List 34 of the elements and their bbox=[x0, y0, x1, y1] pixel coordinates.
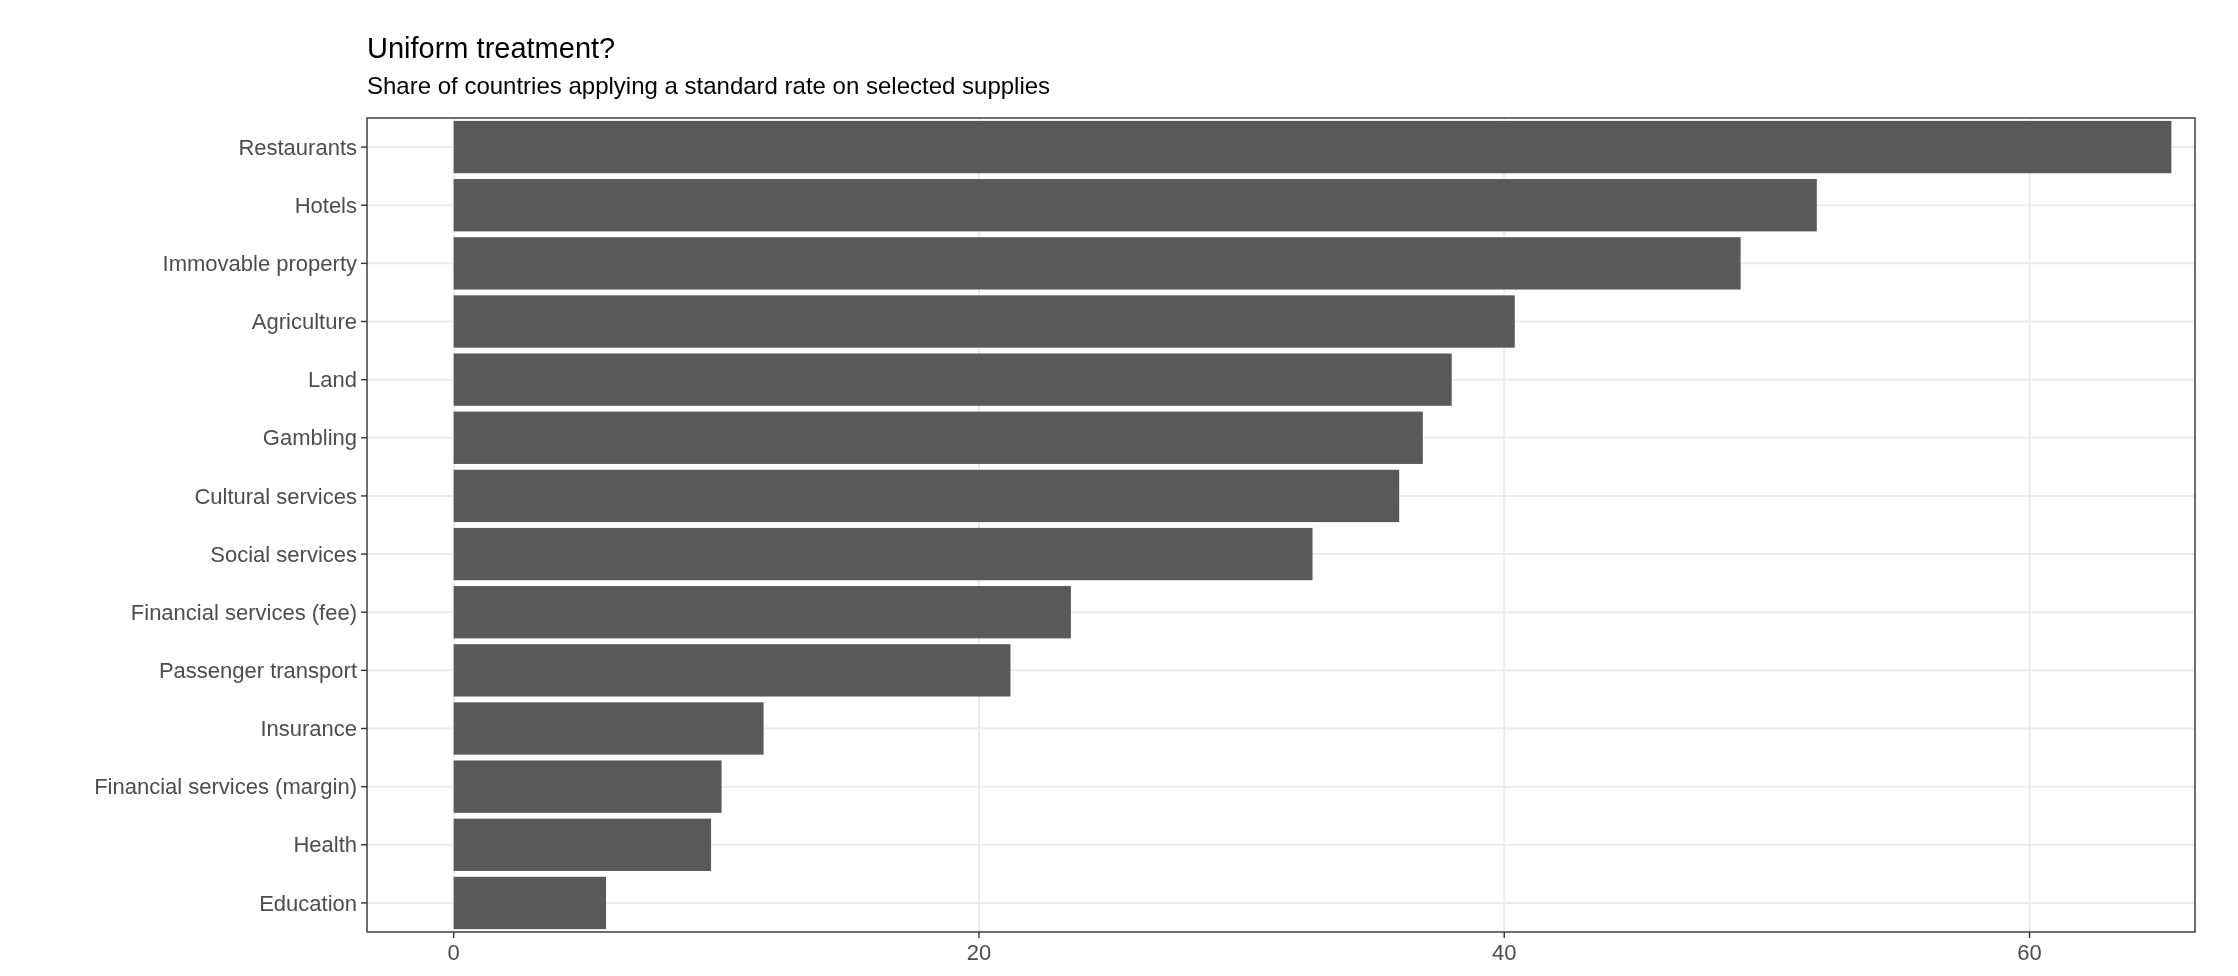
bar bbox=[453, 818, 712, 871]
bar bbox=[453, 527, 1313, 581]
bar bbox=[453, 469, 1400, 523]
y-tick-label: Education bbox=[259, 890, 357, 916]
y-tick-label: Health bbox=[293, 832, 357, 858]
y-tick-label: Immovable property bbox=[162, 251, 357, 277]
y-tick-label: Gambling bbox=[262, 425, 357, 451]
bar bbox=[453, 644, 1011, 697]
y-tick-label: Social services bbox=[210, 541, 357, 567]
y-tick-label: Hotels bbox=[294, 192, 357, 218]
bar bbox=[453, 353, 1452, 406]
y-tick-label: Insurance bbox=[260, 716, 357, 742]
chart-subtitle: Share of countries applying a standard rate on selected supplies bbox=[367, 72, 1051, 99]
bar bbox=[453, 702, 764, 755]
bar bbox=[453, 120, 2172, 174]
x-tick-label: 40 bbox=[1492, 940, 1517, 965]
bar bbox=[453, 179, 1817, 232]
y-tick-label: Restaurants bbox=[238, 134, 357, 160]
bar bbox=[453, 237, 1741, 290]
x-tick-label: 20 bbox=[966, 940, 992, 965]
y-tick-label: Agriculture bbox=[251, 309, 357, 335]
bar bbox=[453, 586, 1071, 639]
x-tick-label: 0 bbox=[447, 940, 460, 965]
bar bbox=[453, 760, 722, 813]
y-tick-label: Financial services (fee) bbox=[130, 599, 357, 625]
bar bbox=[453, 411, 1423, 464]
y-tick-label: Land bbox=[308, 367, 357, 393]
chart-title: Uniform treatment? bbox=[367, 32, 616, 64]
bar bbox=[453, 876, 607, 930]
y-tick-label: Cultural services bbox=[194, 483, 357, 509]
y-tick-label: Financial services (margin) bbox=[94, 774, 357, 800]
y-tick-label: Passenger transport bbox=[158, 658, 357, 684]
bar bbox=[453, 295, 1515, 348]
x-tick-label: 60 bbox=[2017, 940, 2042, 965]
